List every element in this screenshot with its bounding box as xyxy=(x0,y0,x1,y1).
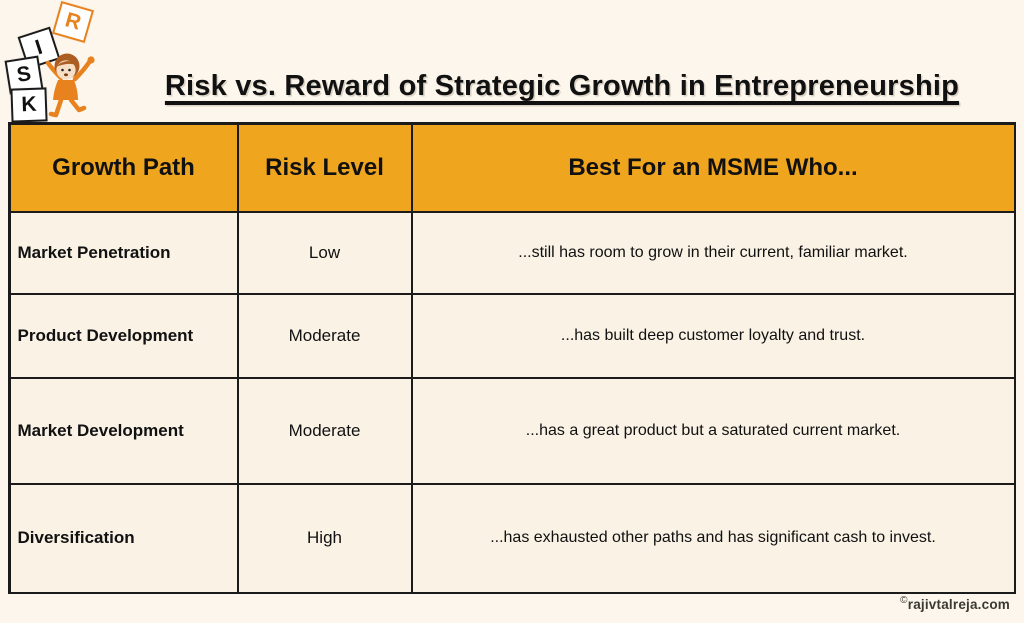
block-letter: K xyxy=(20,92,37,117)
cell-best-for: ...still has room to grow in their curre… xyxy=(412,212,1014,293)
cell-risk-level: Moderate xyxy=(238,378,411,483)
watermark-text: rajivtalreja.com xyxy=(907,597,1010,612)
header-best-for: Best For an MSME Who... xyxy=(412,124,1014,211)
cell-best-for: ...has built deep customer loyalty and t… xyxy=(412,294,1014,377)
cell-growth-path: Diversification xyxy=(10,484,237,592)
cell-risk-level: High xyxy=(238,484,411,592)
watermark: ©rajivtalreja.com xyxy=(900,595,1010,612)
block-letter: S xyxy=(15,62,33,87)
risk-blocks-illustration: R I S K xyxy=(0,0,132,128)
cell-risk-level: Moderate xyxy=(238,294,411,377)
copyright-icon: © xyxy=(900,595,908,606)
cell-growth-path: Market Penetration xyxy=(10,212,237,293)
cell-best-for: ...has exhausted other paths and has sig… xyxy=(412,484,1014,592)
cell-best-for: ...has a great product but a saturated c… xyxy=(412,378,1014,483)
header-growth-path: Growth Path xyxy=(10,124,237,211)
cell-growth-path: Product Development xyxy=(10,294,237,377)
cell-growth-path: Market Development xyxy=(10,378,237,483)
growth-risk-table: Growth Path Risk Level Best For an MSME … xyxy=(8,122,1016,594)
letter-block-r-icon: R xyxy=(51,0,95,44)
person-icon xyxy=(45,53,95,118)
cell-risk-level: Low xyxy=(238,212,411,293)
block-letter: R xyxy=(62,8,84,35)
page-title: Risk vs. Reward of Strategic Growth in E… xyxy=(164,70,960,102)
header-risk-level: Risk Level xyxy=(238,124,411,211)
